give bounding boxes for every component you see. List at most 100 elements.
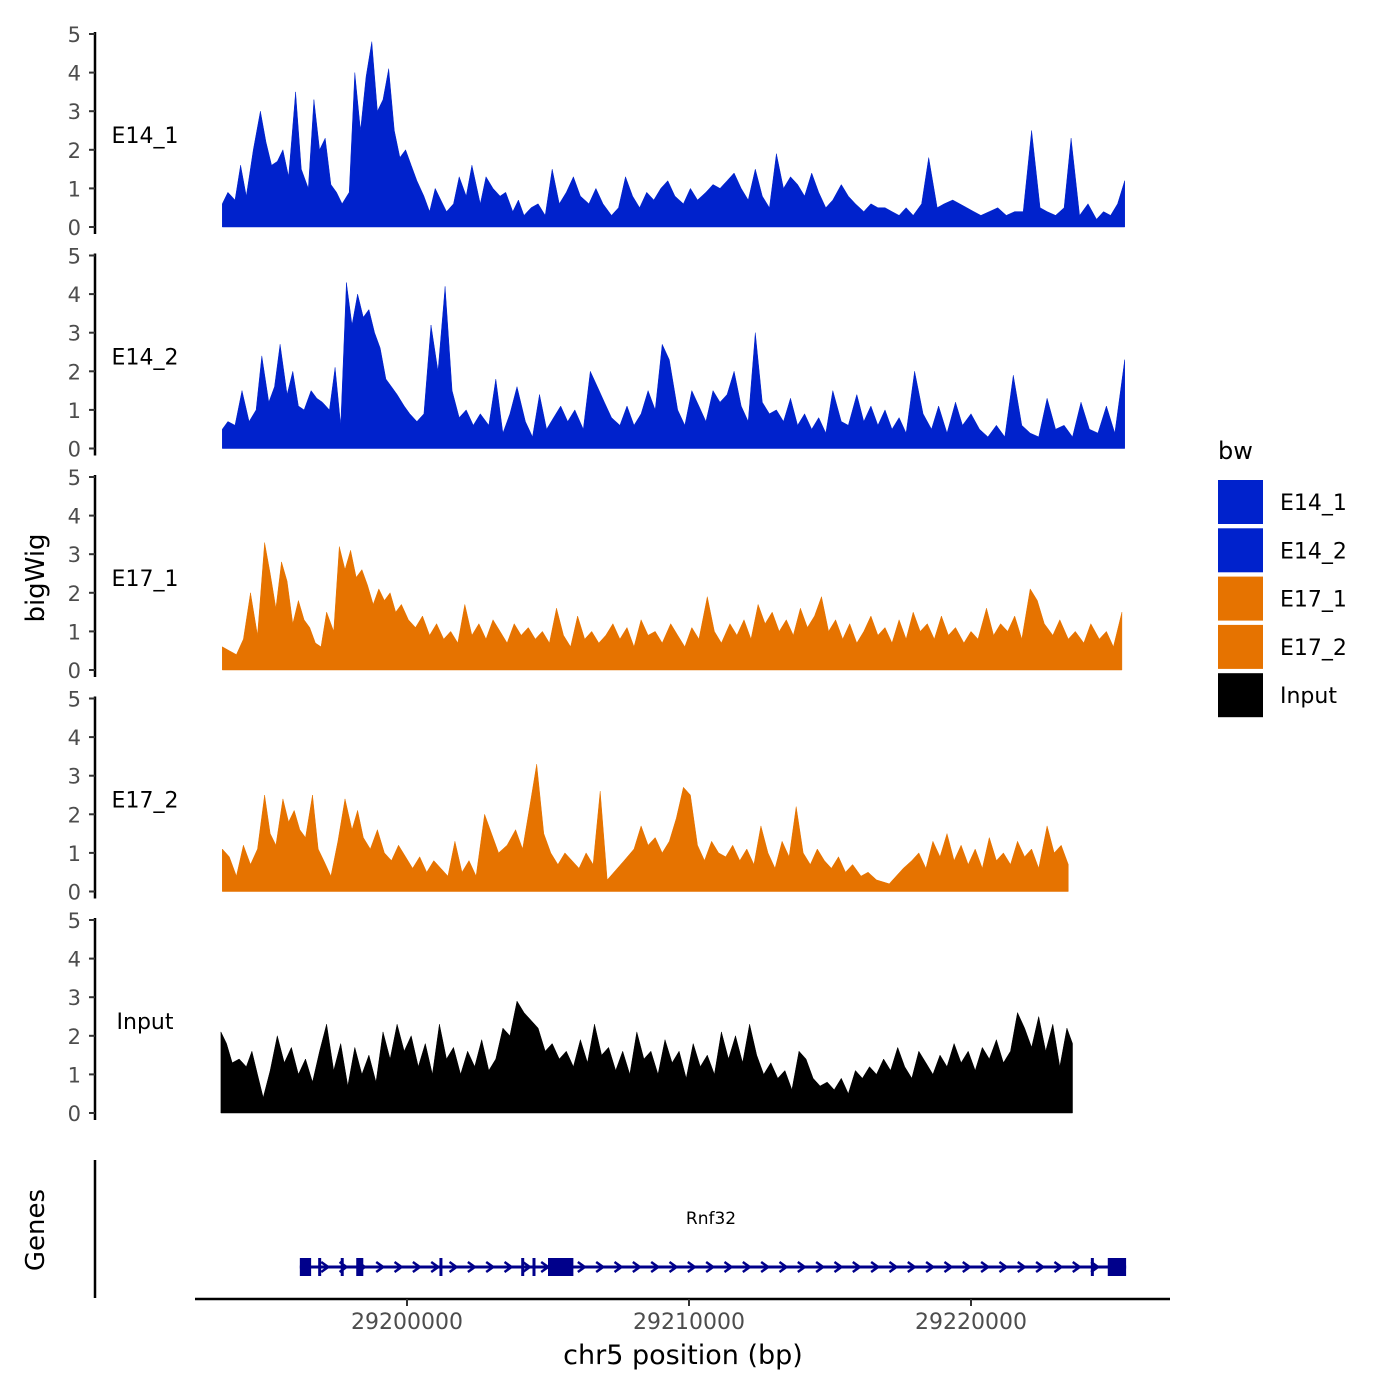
tracks-layer: 0 1 2 3 4 5 E14_1 0 1 2 3 4 5 E14_2 0 1 2 3 4 5 E17_1 0 1 2 3 4 5 E… xyxy=(68,23,1125,1126)
strand-arrow xyxy=(815,1260,826,1274)
strand-arrow xyxy=(778,1260,789,1274)
strand-arrow xyxy=(797,1260,807,1274)
strand-arrow xyxy=(962,1260,972,1274)
y-tick-label: 4 xyxy=(68,726,81,750)
strand-arrow xyxy=(522,1260,533,1274)
strand-arrow xyxy=(833,1260,844,1274)
legend-swatch xyxy=(1218,528,1263,573)
y-tick-label: 3 xyxy=(68,765,81,789)
strand-arrow xyxy=(705,1260,716,1274)
y-tick-label: 0 xyxy=(68,438,81,462)
gene-exon xyxy=(318,1258,322,1276)
strand-arrow xyxy=(430,1260,441,1274)
y-tick-label: 0 xyxy=(68,659,81,683)
legend-swatch xyxy=(1218,673,1263,718)
strand-arrow xyxy=(723,1260,734,1274)
x-axis-label: chr5 position (bp) xyxy=(563,1340,803,1371)
strand-arrow xyxy=(687,1260,697,1274)
track-label: Input xyxy=(117,1010,174,1035)
y-tick-label: 5 xyxy=(68,909,81,933)
y-tick-label: 4 xyxy=(68,62,81,86)
gene-exon xyxy=(299,1258,312,1276)
gene-exon xyxy=(1107,1258,1127,1276)
y-tick-label: 2 xyxy=(68,1025,81,1049)
strand-arrow xyxy=(760,1260,771,1274)
gene-name-label: Rnf32 xyxy=(686,1209,736,1229)
gene-exon xyxy=(548,1258,574,1276)
strand-arrow xyxy=(852,1260,862,1274)
strand-arrow xyxy=(1017,1260,1027,1274)
signal-area-Input xyxy=(220,1000,1073,1114)
legend-title: bw xyxy=(1218,437,1253,465)
track-E17_2: 0 1 2 3 4 5 E17_2 xyxy=(68,688,1069,905)
track-label: E14_1 xyxy=(112,124,179,149)
gene-exon xyxy=(439,1258,443,1276)
gene-exon xyxy=(1090,1258,1094,1276)
y-tick-label: 2 xyxy=(68,582,81,606)
y-axis-label: bigWig xyxy=(21,533,51,622)
y-tick-label: 5 xyxy=(68,466,81,490)
strand-arrow xyxy=(742,1260,752,1274)
strand-arrow xyxy=(907,1260,917,1274)
track-label: E17_2 xyxy=(112,789,179,814)
strand-arrow xyxy=(943,1260,954,1274)
y-tick-label: 0 xyxy=(68,1102,81,1126)
strand-arrow xyxy=(375,1260,386,1274)
signal-area-E17_2 xyxy=(222,764,1069,892)
y-tick-label: 1 xyxy=(68,399,81,423)
strand-arrow xyxy=(650,1260,661,1274)
legend-label: E17_2 xyxy=(1280,636,1347,661)
strand-arrow xyxy=(595,1260,606,1274)
track-E14_1: 0 1 2 3 4 5 E14_1 xyxy=(68,23,1125,240)
strand-arrow xyxy=(1035,1260,1046,1274)
y-tick-label: 4 xyxy=(68,948,81,972)
track-label: E14_2 xyxy=(112,346,179,371)
gene-exon xyxy=(532,1258,536,1276)
strand-arrow xyxy=(925,1260,936,1274)
strand-arrow xyxy=(412,1260,423,1274)
strand-arrow xyxy=(448,1260,459,1274)
y-tick-label: 1 xyxy=(68,1063,81,1087)
y-tick-label: 4 xyxy=(68,283,81,307)
track-E14_2: 0 1 2 3 4 5 E14_2 xyxy=(68,245,1125,462)
strand-arrow xyxy=(668,1260,679,1274)
gene-exon xyxy=(356,1258,364,1276)
y-tick-label: 5 xyxy=(68,688,81,712)
strand-arrow xyxy=(503,1260,514,1274)
y-tick-label: 5 xyxy=(68,245,81,269)
legend-label: E17_1 xyxy=(1280,588,1347,613)
y-tick-label: 2 xyxy=(68,360,81,384)
genes-axis-label: Genes xyxy=(21,1189,51,1271)
strand-arrow xyxy=(577,1260,587,1274)
legend-swatch xyxy=(1218,480,1263,524)
signal-area-E14_1 xyxy=(222,41,1125,228)
legend-label: E14_2 xyxy=(1280,539,1347,564)
y-tick-label: 3 xyxy=(68,543,81,567)
strand-arrow xyxy=(320,1260,331,1274)
y-tick-label: 1 xyxy=(68,620,81,644)
strand-arrow xyxy=(870,1260,881,1274)
legend-label: Input xyxy=(1280,684,1337,709)
track-Input: 0 1 2 3 4 5 Input xyxy=(68,909,1073,1126)
x-tick-label: 29200000 xyxy=(351,1310,463,1335)
signal-area-E14_2 xyxy=(222,282,1125,449)
strand-arrow xyxy=(1072,1260,1082,1274)
y-tick-label: 1 xyxy=(68,177,81,201)
y-tick-label: 5 xyxy=(68,23,81,47)
y-tick-label: 4 xyxy=(68,505,81,529)
strand-arrow xyxy=(467,1260,478,1274)
track-E17_1: 0 1 2 3 4 5 E17_1 xyxy=(68,466,1123,683)
y-tick-label: 2 xyxy=(68,803,81,827)
gene-exon xyxy=(340,1258,344,1276)
y-tick-label: 0 xyxy=(68,216,81,240)
gene-exon xyxy=(521,1258,525,1276)
x-tick-label: 29220000 xyxy=(915,1310,1027,1335)
strand-arrow xyxy=(888,1260,899,1274)
y-tick-label: 3 xyxy=(68,986,81,1010)
strand-arrow xyxy=(1053,1260,1064,1274)
strand-arrow xyxy=(393,1260,404,1274)
x-tick-label: 29210000 xyxy=(633,1310,745,1335)
x-axis-ticks: 29200000 29210000 29220000 xyxy=(351,1299,1027,1335)
legend: bw E14_1 E14_2 E17_1 E17_2 Input xyxy=(1218,437,1347,718)
